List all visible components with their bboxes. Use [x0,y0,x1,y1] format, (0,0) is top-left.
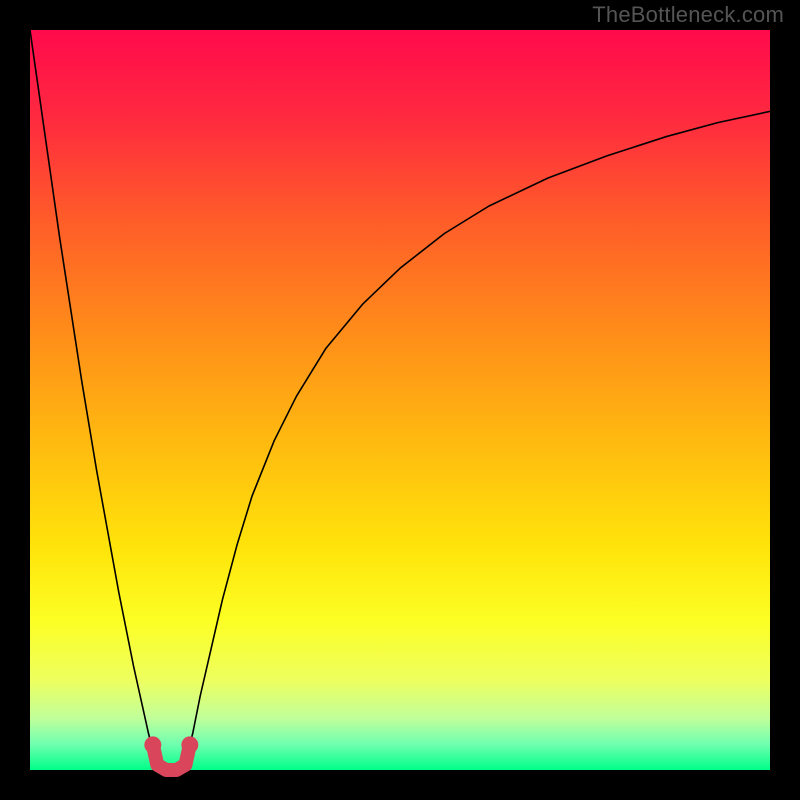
bottleneck-chart [0,0,800,800]
gradient-background [30,30,770,770]
chart-container: TheBottleneck.com [0,0,800,800]
watermark-text: TheBottleneck.com [592,2,784,28]
